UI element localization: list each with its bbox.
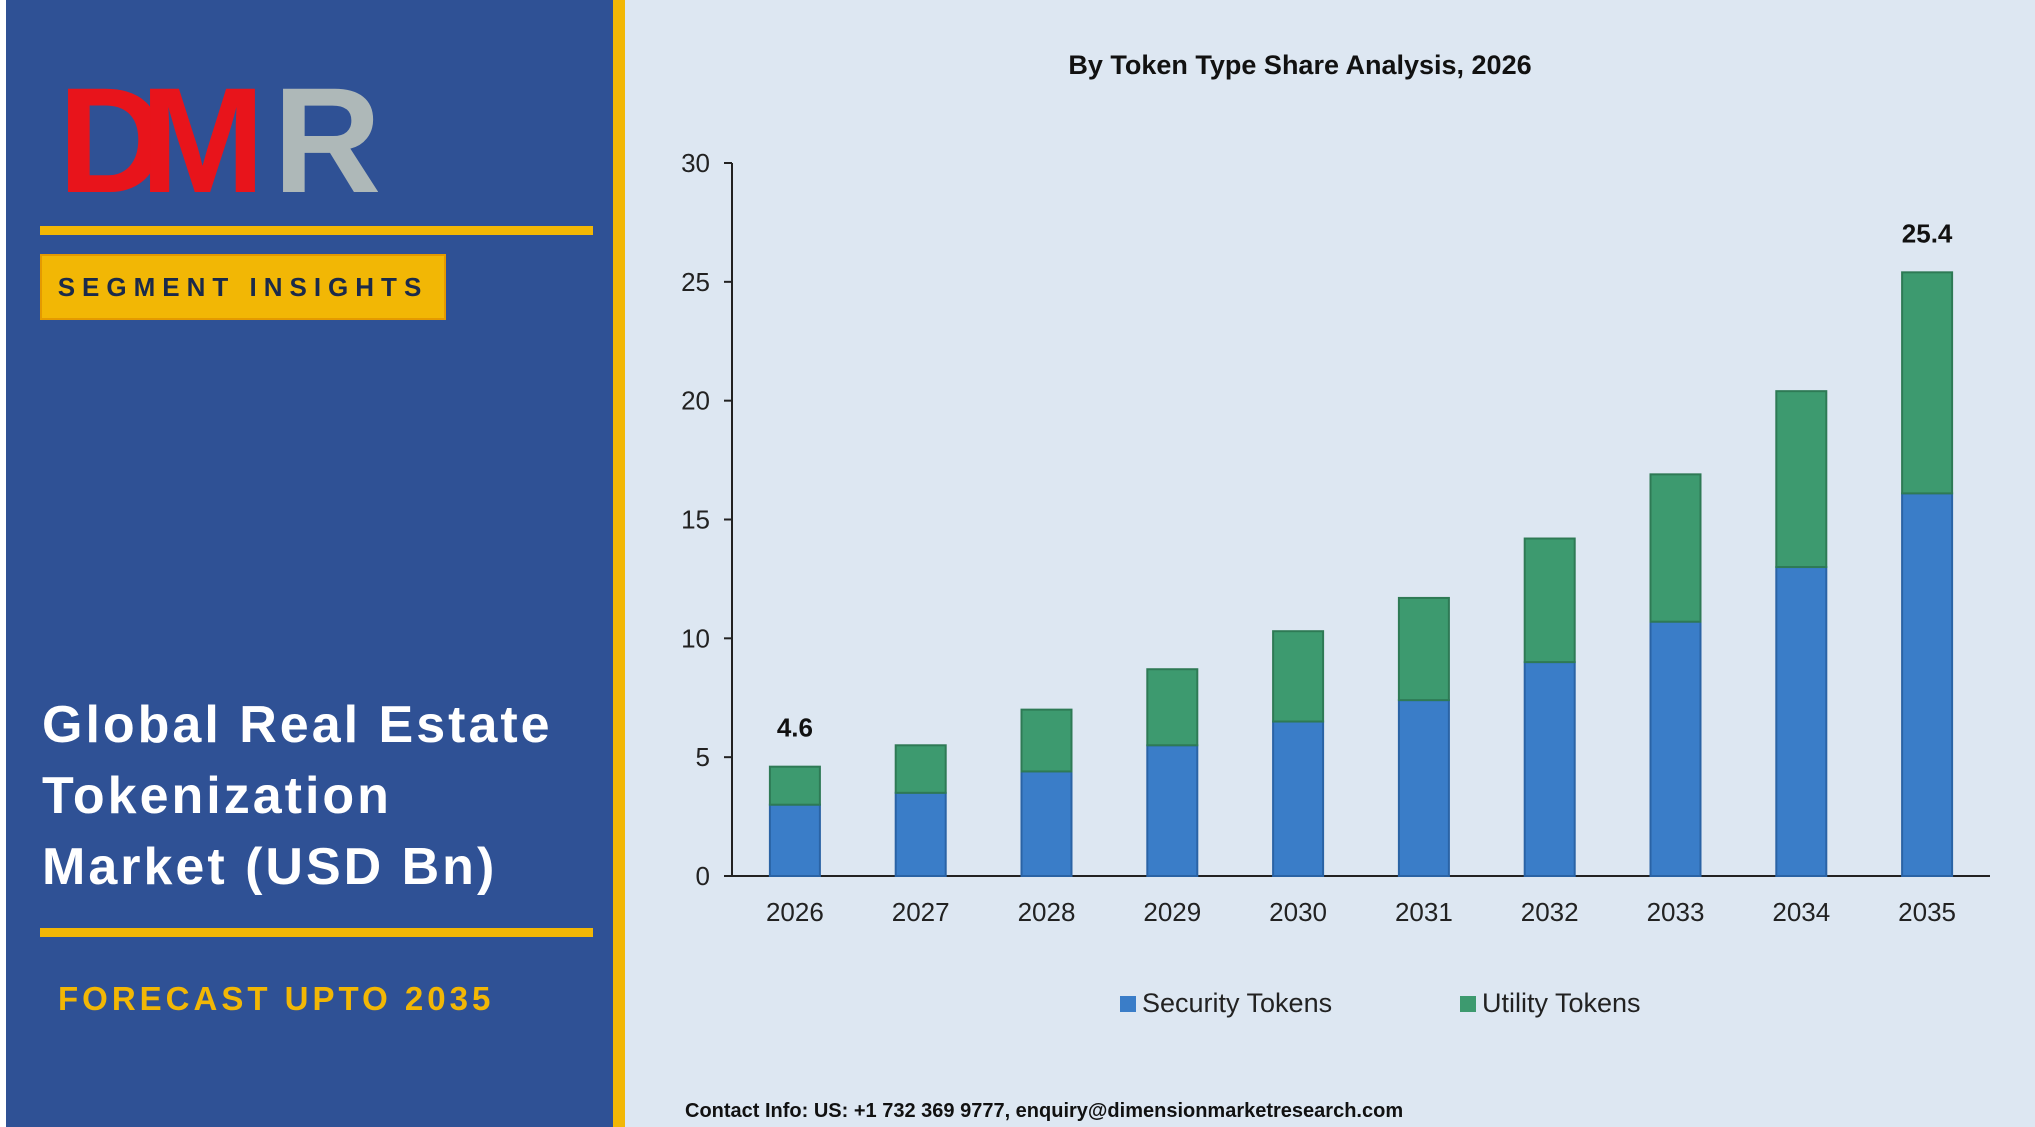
bar-utility-2031	[1397, 596, 1450, 702]
market-title: Global Real Estate Tokenization Market (…	[42, 690, 602, 903]
segment-insights-badge: SEGMENT INSIGHTS	[40, 254, 446, 320]
y-tick-label: 20	[681, 386, 710, 416]
logo-letter-r: R	[273, 70, 378, 202]
x-tick-label: 2034	[1772, 897, 1830, 927]
gold-line-bottom	[40, 928, 593, 937]
bar-security-2033	[1649, 620, 1702, 877]
bar-security-2030	[1272, 720, 1325, 877]
chart-legend: Security Tokens Utility Tokens	[0, 988, 2035, 1024]
x-tick-label: 2029	[1143, 897, 1201, 927]
x-tick-label: 2030	[1269, 897, 1327, 927]
legend-item-security: Security Tokens	[1120, 988, 1332, 1019]
bar-utility-2027	[894, 744, 947, 794]
x-tick-label: 2033	[1647, 897, 1705, 927]
bar-utility-2035	[1901, 271, 1954, 495]
data-label-2035: 25.4	[1902, 218, 1953, 248]
legend-item-utility: Utility Tokens	[1460, 988, 1641, 1019]
bar-security-2032	[1523, 661, 1576, 877]
market-title-line-3: Market (USD Bn)	[42, 838, 498, 896]
bar-utility-2032	[1523, 537, 1576, 664]
bar-security-2031	[1397, 699, 1450, 877]
legend-label-utility: Utility Tokens	[1482, 988, 1641, 1018]
bar-security-2029	[1146, 744, 1199, 877]
y-tick-label: 5	[696, 742, 710, 772]
market-title-line-1: Global Real Estate	[42, 696, 553, 754]
bar-utility-2026	[768, 765, 821, 806]
y-tick-label: 10	[681, 623, 710, 653]
dmr-logo: D M R	[58, 70, 378, 202]
gold-line-top	[40, 226, 593, 235]
bar-security-2028	[1020, 770, 1073, 878]
legend-swatch-utility	[1460, 995, 1476, 1012]
x-tick-label: 2027	[892, 897, 950, 927]
y-tick-label: 15	[681, 505, 710, 535]
bar-utility-2028	[1020, 708, 1073, 773]
y-tick-label: 25	[681, 267, 710, 297]
chart-title: By Token Type Share Analysis, 2026	[1068, 50, 1532, 80]
bar-utility-2034	[1775, 390, 1828, 569]
bar-utility-2033	[1649, 473, 1702, 623]
bar-utility-2029	[1146, 668, 1199, 747]
contact-info: Contact Info: US: +1 732 369 9777, enqui…	[685, 1100, 1404, 1122]
bar-security-2027	[894, 791, 947, 877]
logo-letter-m: M	[140, 70, 265, 202]
x-tick-label: 2031	[1395, 897, 1453, 927]
bar-utility-2030	[1272, 630, 1325, 723]
bar-security-2034	[1775, 566, 1828, 877]
bar-security-2035	[1901, 492, 1954, 877]
legend-label-security: Security Tokens	[1142, 988, 1333, 1018]
logo-letter-d: D	[58, 70, 166, 202]
x-tick-label: 2028	[1018, 897, 1076, 927]
market-title-line-2: Tokenization	[42, 767, 392, 825]
y-tick-label: 30	[681, 148, 710, 178]
y-tick-label: 0	[696, 861, 710, 891]
data-label-2026: 4.6	[777, 713, 813, 743]
legend-swatch-security	[1120, 995, 1136, 1012]
left-panel: D M R SEGMENT INSIGHTS Global Real Estat…	[6, 0, 613, 1127]
x-tick-label: 2026	[766, 897, 824, 927]
x-tick-label: 2035	[1898, 897, 1956, 927]
bar-security-2026	[768, 803, 821, 878]
forecast-label: FORECAST UPTO 2035	[58, 980, 495, 1017]
x-tick-label: 2032	[1521, 897, 1579, 927]
gold-divider	[613, 0, 625, 1127]
